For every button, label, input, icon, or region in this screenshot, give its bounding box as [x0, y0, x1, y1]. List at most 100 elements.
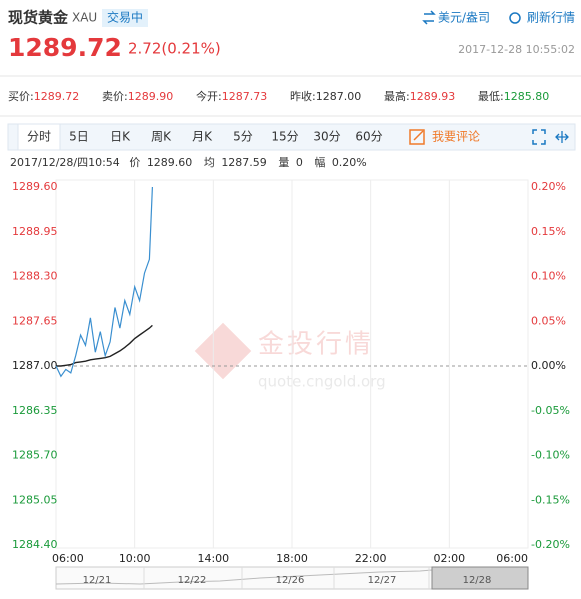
tab[interactable]: 周K: [151, 130, 172, 144]
readout-label: 幅: [314, 156, 325, 169]
tab[interactable]: 月K: [192, 130, 213, 144]
stat-value: 1289.72: [34, 90, 80, 103]
y-tick-label: 1284.40: [12, 538, 58, 551]
stat: 今开:1287.73: [196, 89, 267, 103]
refresh-button[interactable]: 刷新行情: [509, 10, 575, 25]
y-tick-label: 1287.00: [12, 359, 58, 372]
stat-label: 卖价:: [102, 90, 128, 103]
x-tick-label: 22:00: [355, 552, 387, 565]
stat: 最低:1285.80: [478, 90, 549, 103]
stats-row: 买价:1289.72 卖价:1289.90 今开:1287.73 昨收:1287.00…: [8, 89, 549, 103]
price-change: 2.72(0.21%): [128, 40, 221, 58]
instrument-code: XAU: [72, 11, 97, 25]
tab-bar: [7, 123, 576, 151]
stat-label: 买价:: [8, 90, 34, 103]
y2-tick-label: 0.05%: [531, 314, 566, 327]
stat-value: 1289.90: [128, 90, 174, 103]
x-tick-label: 10:00: [119, 552, 151, 565]
readout-time: 2017/12/28/四10:54: [10, 156, 120, 169]
y2-tick-label: 0.15%: [531, 225, 566, 238]
tab[interactable]: 日K: [110, 130, 131, 144]
expand-icon[interactable]: [532, 129, 546, 145]
plot: 06:00 10:00 14:00 18:00 22:00 02:00 06:001284.…: [12, 179, 570, 565]
readout-label: 均: [204, 156, 215, 169]
navigator-date: 12/27: [368, 575, 397, 586]
y2-tick-label: 0.10%: [531, 270, 566, 283]
y-tick-label: 1288.30: [12, 270, 58, 283]
navigator-window: [431, 566, 529, 590]
x-tick-label: 02:00: [433, 552, 465, 565]
price-line: [55, 186, 153, 378]
watermark-logo: [194, 322, 252, 380]
y2-tick-label: -0.05%: [531, 404, 570, 417]
y2-tick-label: -0.10%: [531, 449, 570, 462]
readout-label: 价: [129, 156, 140, 169]
comment[interactable]: 我要评论: [432, 130, 480, 144]
y-tick-label: 1285.05: [12, 493, 58, 506]
x-tick-label: 14:00: [197, 552, 229, 565]
readout-value: 1289.60: [147, 156, 193, 169]
tab[interactable]: 60分: [355, 130, 382, 144]
readout-value: 0: [296, 156, 303, 169]
swap-icon: [422, 10, 436, 25]
navigator-sparkline: [55, 569, 433, 585]
stat-label: 最高:: [384, 89, 410, 103]
stat-value: 1287.73: [222, 90, 268, 103]
watermark: 金投行情 quote.cngold.org: [194, 322, 386, 391]
x-tick-label: 06:00: [52, 552, 84, 565]
stat-label: 今开:: [196, 89, 222, 103]
y-tick-label: 1286.35: [12, 404, 58, 417]
refresh-icon: [509, 12, 521, 24]
tabs: 分时 5日 日K 周K 月K 5分 15分 30分 60分: [17, 123, 383, 151]
last-price: 1289.72: [8, 33, 122, 62]
stat: 卖价:1289.90: [102, 90, 173, 103]
stat-label: 昨收:: [290, 89, 316, 103]
stat-value: 1285.80: [504, 90, 550, 103]
watermark-url: quote.cngold.org: [258, 373, 386, 391]
y2-tick-label: -0.15%: [531, 493, 570, 506]
comment-icon: [413, 130, 424, 141]
y-tick-label: 1289.60: [12, 180, 58, 193]
instrument-name: 现货黄金: [8, 9, 69, 27]
readout: 2017/12/28/四10:54 价 1289.60 均 1287.59 量 …: [10, 156, 367, 169]
refresh[interactable]: 刷新行情: [527, 10, 575, 25]
readout-value: 1287.59: [221, 156, 267, 169]
y-tick-label: 1287.65: [12, 314, 58, 327]
tab[interactable]: 30分: [313, 130, 340, 144]
stat-label: 最低:: [478, 90, 504, 103]
navigator-date: 12/28: [463, 575, 492, 586]
tab[interactable]: 分时: [27, 130, 51, 144]
y2-tick-label: 0.20%: [531, 180, 566, 193]
tab[interactable]: 5分: [233, 130, 253, 144]
navigator-date: 12/22: [178, 575, 207, 586]
navigator: 12/21 12/22 12/26 12/27 12/28: [55, 566, 529, 590]
tab-active: [17, 123, 61, 151]
comment-button[interactable]: 我要评论: [409, 129, 480, 145]
readout-label: 量: [278, 156, 289, 169]
watermark-title: 金投行情: [258, 330, 374, 360]
unit-button[interactable]: 美元/盎司: [422, 10, 490, 25]
tab[interactable]: 15分: [271, 130, 298, 144]
status-badge: [102, 9, 148, 27]
stat: 昨收:1287.00: [290, 89, 361, 103]
quote-time: 2017-12-28 10:55:02: [458, 43, 575, 56]
x-tick-label: 06:00: [496, 552, 528, 565]
y-tick-label: 1285.70: [12, 449, 58, 462]
pan-icon[interactable]: [555, 131, 569, 143]
unit[interactable]: 美元/盎司: [438, 11, 490, 25]
y-tick-label: 1288.95: [12, 225, 58, 238]
status: 交易中: [107, 10, 143, 25]
stat: 最高:1289.93: [384, 89, 455, 103]
y2-tick-label: 0.00%: [531, 359, 566, 372]
stat-value: 1287.00: [316, 90, 362, 103]
comment-icon: [409, 129, 425, 145]
navigator-date: 12/21: [83, 575, 112, 586]
y2-tick-label: -0.20%: [531, 538, 570, 551]
navigator-date: 12/26: [276, 575, 305, 586]
readout-value: 0.20%: [332, 156, 367, 169]
x-tick-label: 18:00: [276, 552, 308, 565]
tab[interactable]: 5日: [69, 130, 89, 144]
price-line: [56, 324, 153, 367]
